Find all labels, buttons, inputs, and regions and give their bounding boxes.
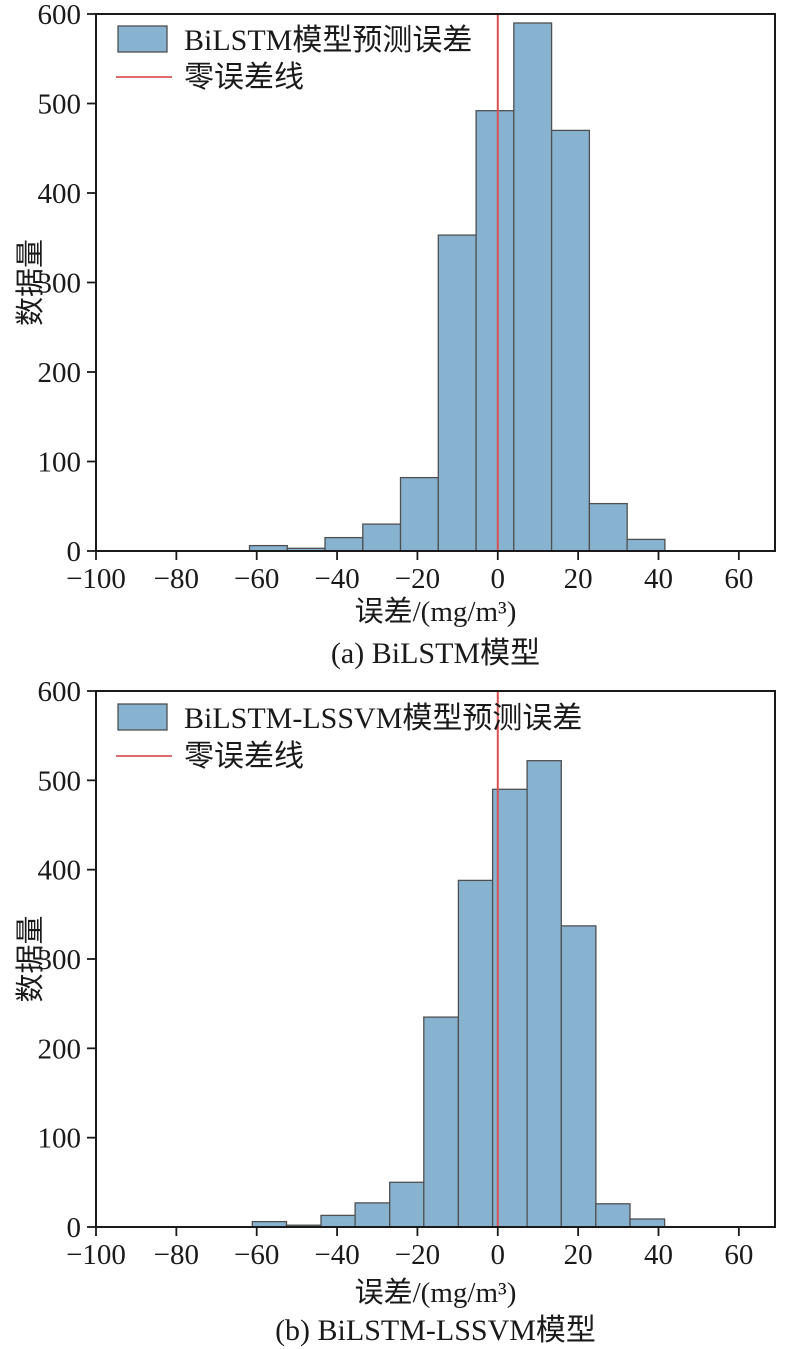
panel-caption: (b) BiLSTM-LSSVM模型 (275, 1314, 596, 1347)
x-tick-label: −60 (234, 1239, 279, 1271)
y-tick-label: 300 (38, 268, 82, 300)
y-axis-label: 数据量 (14, 915, 47, 1002)
legend-label-series: BiLSTM模型预测误差 (184, 24, 472, 57)
legend-label-zero-line: 零误差线 (184, 740, 304, 773)
y-tick-label: 100 (38, 447, 82, 479)
x-tick-label: −60 (234, 563, 279, 595)
x-tick-label: −80 (154, 1239, 199, 1271)
x-tick-label: 20 (564, 563, 593, 595)
y-tick-label: 200 (38, 357, 82, 389)
x-tick-label: 60 (724, 563, 753, 595)
histogram-bar (399, 476, 439, 552)
x-tick-label: 0 (491, 563, 506, 595)
legend-swatch (117, 703, 168, 731)
y-tick-label: 0 (67, 536, 82, 568)
plot-frame (95, 13, 776, 552)
histogram-bar (457, 879, 494, 1228)
histogram-bar (626, 538, 666, 552)
histogram-bar (362, 523, 402, 552)
y-tick-label: 400 (38, 855, 82, 887)
panel-caption: (a) BiLSTM模型 (331, 637, 540, 670)
legend-label-zero-line: 零误差线 (184, 61, 304, 94)
y-axis-label: 数据量 (14, 239, 47, 326)
histogram-panel-a: 0 100 200 300 400 500 600 −100 −80 −60 −40 −20 0 20 40… (14, 0, 776, 670)
histogram-bar (595, 1203, 631, 1228)
y-tick-label: 600 (38, 0, 82, 31)
x-tick-label: 0 (491, 1239, 506, 1271)
x-tick-label: −40 (314, 1239, 359, 1271)
y-tick-label: 500 (38, 765, 82, 797)
x-tick-label: −40 (314, 563, 359, 595)
x-tick-label: −20 (395, 563, 440, 595)
histogram-panel-b: 0 100 200 300 400 500 600 −100 −80 −60 −40 −20 0 20 40… (14, 676, 776, 1347)
figure-panel-a: 0 100 200 300 400 500 600 −100 −80 −60 −40 −20 0 20 40… (14, 0, 776, 670)
histogram-bar (629, 1218, 666, 1228)
histogram-bar (324, 536, 364, 552)
legend-label-series: BiLSTM-LSSVM模型预测误差 (184, 702, 582, 735)
histogram-bar (588, 502, 628, 552)
x-tick-label: 60 (724, 1239, 753, 1271)
histogram-bar (550, 129, 591, 552)
x-tick-label: 40 (644, 563, 673, 595)
histogram-bar (513, 22, 553, 552)
histogram-bar (437, 234, 477, 552)
x-tick-label: −80 (154, 563, 199, 595)
histogram-bar (354, 1202, 391, 1228)
x-tick-label: −100 (66, 1239, 126, 1271)
figure-panel-b: 0 100 200 300 400 500 600 −100 −80 −60 −40 −20 0 20 40… (0, 676, 792, 1349)
y-tick-label: 400 (38, 178, 82, 210)
histogram-bar (320, 1214, 356, 1228)
y-tick-label: 200 (38, 1033, 82, 1065)
x-tick-label: −20 (395, 1239, 440, 1271)
x-tick-label: −100 (66, 563, 126, 595)
histogram-bar (423, 1016, 460, 1228)
y-tick-label: 0 (67, 1212, 82, 1244)
y-tick-label: 300 (38, 944, 82, 976)
histogram-bar (560, 925, 597, 1228)
y-tick-label: 100 (38, 1123, 82, 1155)
histogram-bar (526, 760, 562, 1228)
legend-swatch (117, 25, 168, 53)
histogram-bar (475, 110, 515, 552)
x-axis-label: 误差/(mg/m³) (355, 595, 517, 628)
y-tick-label: 600 (38, 677, 82, 708)
x-tick-label: 20 (564, 1239, 593, 1271)
y-tick-label: 500 (38, 89, 82, 121)
x-tick-label: 40 (644, 1239, 673, 1271)
x-axis-label: 误差/(mg/m³) (355, 1276, 517, 1309)
histogram-bar (389, 1181, 425, 1228)
